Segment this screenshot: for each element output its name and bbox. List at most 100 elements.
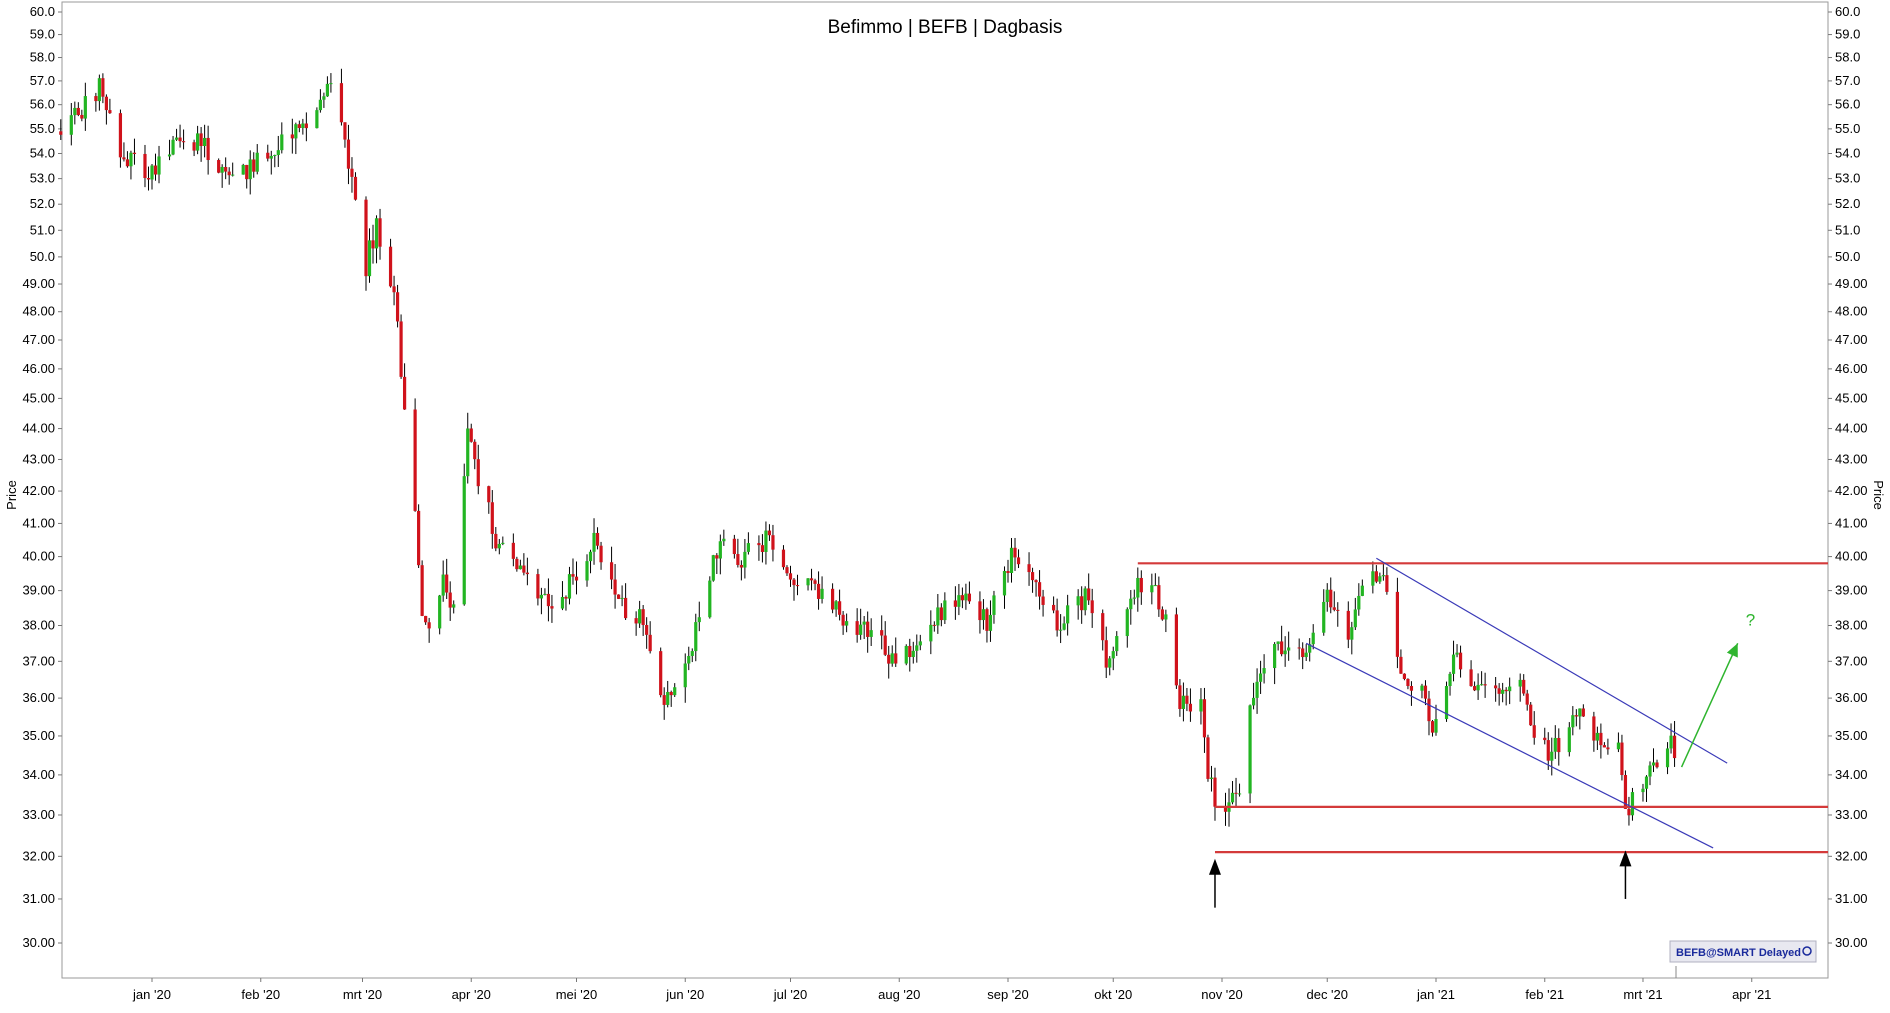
y-tick-label-right: 45.00 [1835,390,1868,405]
candle [150,164,154,190]
x-tick-label: feb '20 [241,987,280,1002]
candle [1385,567,1389,595]
y-tick-label-left: 30.00 [22,935,55,950]
candle [1136,567,1140,612]
candle [743,538,747,579]
y-tick-label-left: 58.0 [30,50,55,65]
y-axis-right: 60.0 59.0 58.0 57.0 56.0 55.0 54.0 53.0 52.0 51.0… [1828,4,1868,950]
candle [992,590,996,624]
candle [536,568,540,606]
candle [687,646,691,671]
candle [511,533,515,567]
candle [1174,607,1178,689]
candle [1346,601,1350,649]
candle [585,554,589,587]
y-tick-label-right: 60.0 [1835,4,1860,19]
y-tick-label-left: 37.00 [22,653,55,668]
x-tick-label: jan '21 [1416,987,1455,1002]
candle [1374,565,1378,584]
candle [908,638,912,672]
x-tick-label: apr '20 [452,987,491,1002]
candle [297,120,301,133]
y-tick-label-left: 54.0 [30,146,55,161]
candle [1476,673,1480,700]
y-tick-label-left: 41.00 [22,515,55,530]
candle [1669,723,1673,754]
chart-title: Befimmo | BEFB | Dagbasis [828,17,1063,38]
candle [448,581,452,621]
candle [1016,549,1021,569]
candle [964,583,968,610]
candle [694,613,698,662]
candle [445,558,449,600]
y-tick-label-right: 32.00 [1835,848,1868,863]
candle [1322,589,1326,636]
y-tick-label-left: 38.00 [22,617,55,632]
candle [104,94,108,125]
candle [146,166,151,191]
candle [1599,723,1603,759]
candle [1497,683,1501,706]
y-tick-label-right: 46.00 [1835,361,1868,376]
y-tick-label-right: 34.00 [1835,767,1868,782]
candle [1059,614,1063,644]
candle [395,284,400,328]
annotations: ? [1137,557,1828,978]
candles [59,68,1677,827]
candle [241,163,245,175]
candle [269,150,273,175]
candle [866,611,870,653]
candle [1188,688,1193,722]
y-tick-label-left: 32.00 [22,848,55,863]
candle [1602,742,1606,748]
y-tick-label-left: 51.0 [30,222,55,237]
candle [350,157,354,193]
candle [1448,671,1452,696]
candle [399,314,403,379]
candle [1129,590,1133,625]
candle [1616,732,1621,753]
candle [571,558,575,585]
candle [809,568,814,591]
candle [301,118,305,135]
candle [1273,642,1277,685]
candle [957,583,961,616]
candle [224,157,228,180]
candle [1567,722,1571,757]
x-tick-label: mrt '21 [1623,987,1662,1002]
candle [929,610,933,655]
candle [641,604,645,636]
candle [732,534,736,559]
candle [887,645,891,679]
candle [1002,566,1007,609]
candle [266,144,270,162]
candle [932,621,936,632]
candle [231,162,235,177]
candle [294,122,298,155]
y-axis-label-left: Price [4,480,19,510]
channel-lower-line [1305,642,1714,849]
candle [1255,668,1259,714]
candle [196,125,200,155]
candle [943,592,947,624]
candle [1458,645,1463,678]
candle [1409,681,1414,706]
y-tick-label-left: 42.00 [22,483,55,498]
candle [1034,579,1038,597]
candle [1062,616,1066,631]
candle [1395,577,1400,669]
y-tick-label-left: 34.00 [22,767,55,782]
candle [620,585,624,607]
candle [367,228,372,283]
candle [203,124,207,158]
candle [171,135,175,156]
candle [1234,777,1238,807]
candle [880,615,884,650]
candle [609,546,614,590]
candle [473,439,477,470]
candle [785,565,789,576]
y-tick-label-right: 33.00 [1835,807,1868,822]
candle [129,150,133,180]
x-tick-label: jan '20 [132,987,171,1002]
y-tick-label-right: 50.0 [1835,249,1860,264]
